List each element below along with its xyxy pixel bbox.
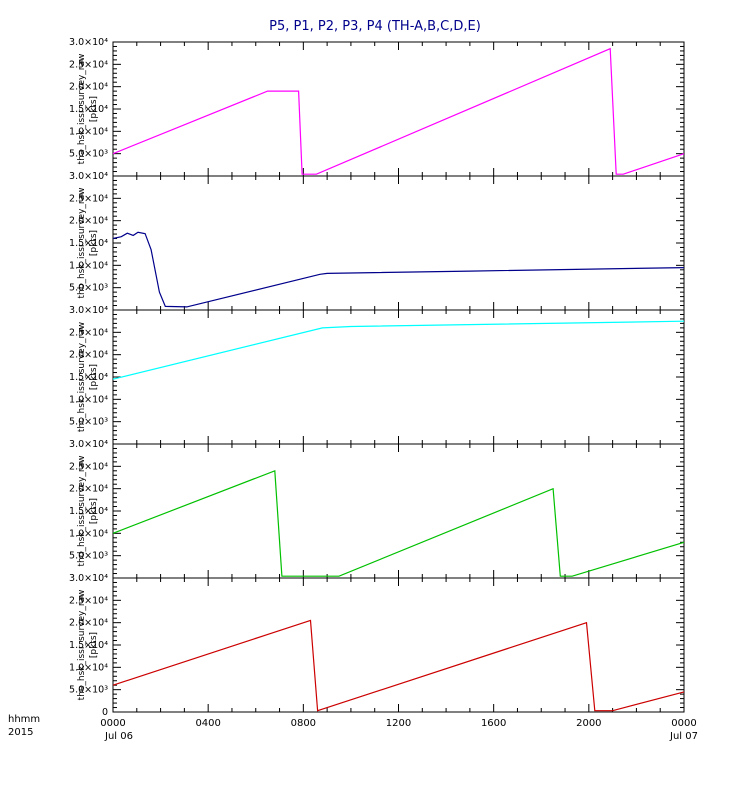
series-line-thb	[112, 231, 685, 308]
panel-border	[112, 175, 685, 311]
footer-hhmm-label: hhmm	[8, 714, 40, 725]
y-tick-label: 2.0×10⁴	[69, 484, 108, 495]
y-axis-label: thd_hsk_issr_survey_raw	[77, 456, 87, 567]
y-tick-label: 3.0×10⁴	[69, 305, 108, 316]
y-tick-label: 2.5×10⁴	[69, 193, 108, 204]
series-line-tha	[112, 47, 685, 175]
y-tick-label: 1.5×10⁴	[69, 640, 108, 651]
y-tick-label: 3.0×10⁴	[69, 439, 108, 450]
date-label-right: Jul 07	[669, 731, 698, 742]
y-tick-label: 2.0×10⁴	[69, 350, 108, 361]
y-axis-unit-label: [pkts]	[89, 96, 99, 122]
y-axis-label: thc_hsk_issr_survey_raw	[77, 322, 87, 432]
x-tick-label: 2000	[576, 718, 601, 729]
x-tick-label: 1200	[386, 718, 411, 729]
y-tick-label: 5.0×10³	[69, 417, 108, 428]
panel-border	[112, 309, 685, 445]
y-tick-label: 2.0×10⁴	[69, 82, 108, 93]
y-axis-unit-label: [pkts]	[89, 364, 99, 390]
x-tick-label: 0800	[291, 718, 316, 729]
y-axis-label: the_hsk_issr_survey_raw	[77, 590, 87, 701]
x-tick-label: 0400	[195, 718, 220, 729]
panel-border	[112, 577, 685, 713]
y-tick-label: 2.5×10⁴	[69, 327, 108, 338]
y-tick-label: 3.0×10⁴	[69, 573, 108, 584]
y-tick-label: 1.0×10⁴	[69, 662, 108, 673]
x-tick-label: 0000	[671, 718, 696, 729]
y-tick-label: 5.0×10³	[69, 685, 108, 696]
y-tick-label: 2.0×10⁴	[69, 618, 108, 629]
date-label-left: Jul 06	[104, 731, 133, 742]
y-tick-label: 2.5×10⁴	[69, 595, 108, 606]
y-tick-label: 3.0×10⁴	[69, 37, 108, 48]
series-line-thc	[112, 320, 685, 380]
y-tick-label: 2.5×10⁴	[69, 59, 108, 70]
y-axis-unit-label: [pkts]	[89, 632, 99, 658]
footer-year-label: 2015	[8, 727, 33, 738]
y-tick-label: 1.0×10⁴	[69, 394, 108, 405]
y-tick-label: 1.5×10⁴	[69, 238, 108, 249]
y-tick-label: 0	[102, 707, 108, 718]
y-tick-label: 2.0×10⁴	[69, 216, 108, 227]
y-axis-unit-label: [pkts]	[89, 498, 99, 524]
y-tick-label: 1.5×10⁴	[69, 372, 108, 383]
y-axis-unit-label: [pkts]	[89, 230, 99, 256]
y-tick-label: 1.0×10⁴	[69, 126, 108, 137]
y-tick-label: 1.0×10⁴	[69, 260, 108, 271]
series-line-the	[112, 619, 685, 712]
y-tick-label: 3.0×10⁴	[69, 171, 108, 182]
y-tick-label: 5.0×10³	[69, 283, 108, 294]
chart-title: P5, P1, P2, P3, P4 (TH-A,B,C,D,E)	[269, 19, 481, 34]
x-tick-label: 1600	[481, 718, 506, 729]
series-line-thd	[112, 469, 685, 577]
y-tick-label: 2.5×10⁴	[69, 461, 108, 472]
y-axis-label: thb_hsk_issr_survey_raw	[77, 188, 87, 299]
y-tick-label: 5.0×10³	[69, 551, 108, 562]
x-tick-label: 0000	[100, 718, 125, 729]
y-axis-label: tha_hsk_issr_survey_raw	[77, 54, 87, 165]
y-tick-label: 1.0×10⁴	[69, 528, 108, 539]
panel-border	[112, 41, 685, 177]
y-tick-label: 1.5×10⁴	[69, 104, 108, 115]
y-tick-label: 1.5×10⁴	[69, 506, 108, 517]
y-tick-label: 5.0×10³	[69, 149, 108, 160]
panel-border	[112, 443, 685, 579]
